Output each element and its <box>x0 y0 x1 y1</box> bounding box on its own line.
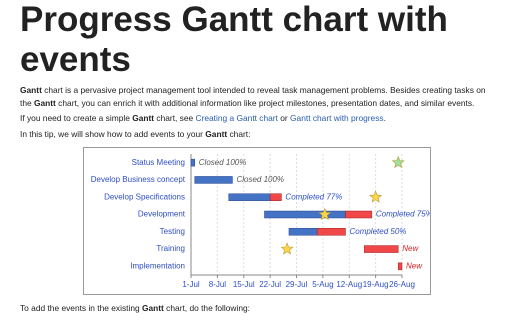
done-bar <box>194 176 233 184</box>
bar-label: New <box>402 244 419 253</box>
x-tick-label: 22-Jul <box>259 280 281 289</box>
text: chart: <box>227 129 251 139</box>
x-tick-label: 5-Aug <box>312 280 333 289</box>
category-label: Implementation <box>130 261 185 270</box>
event-star <box>318 207 332 221</box>
paragraph: In this tip, we will show how to add eve… <box>20 128 496 141</box>
text: To add the events in the existing <box>20 303 142 313</box>
paragraph: If you need to create a simple Gantt cha… <box>20 112 496 125</box>
event-star <box>369 190 383 203</box>
remaining-bar <box>364 245 399 253</box>
text: chart is a pervasive project management … <box>20 85 486 108</box>
category-label: Development <box>138 210 186 219</box>
category-label: Develop Business concept <box>91 175 186 184</box>
remaining-bar <box>316 228 346 236</box>
text: If you need to create a simple <box>20 113 133 123</box>
x-tick-label: 26-Aug <box>389 280 415 289</box>
bar-label: Closed 100% <box>199 158 247 167</box>
remaining-bar <box>397 262 403 271</box>
event-star <box>391 155 405 169</box>
x-tick-label: 29-Jul <box>286 280 308 289</box>
gantt-chart: 1-Jul 8-Jul 15-Jul 22-Jul 29-Jul 5-Aug 12-Aug 1… <box>83 147 431 295</box>
bold-text: Gantt <box>33 97 56 108</box>
bar-label: Completed 77% <box>285 192 342 201</box>
bar-label: Completed 50% <box>349 227 406 236</box>
x-tick-label: 15-Jul <box>233 280 255 289</box>
x-tick-label: 19-Aug <box>363 280 389 289</box>
bold-text: Gantt <box>20 85 42 95</box>
event-star <box>280 242 294 255</box>
remaining-bar <box>345 210 373 219</box>
link[interactable]: Creating a Gantt chart <box>195 113 278 123</box>
category-label: Training <box>156 244 185 253</box>
link[interactable]: Gantt chart with progress <box>290 113 384 123</box>
x-tick-label: 12-Aug <box>336 280 362 289</box>
x-tick-label: 1-Jul <box>182 280 200 289</box>
title: Progress Gantt chart with events <box>20 0 448 79</box>
category-label: Develop Specifications <box>104 192 185 201</box>
category-label: Status Meeting <box>132 158 185 167</box>
paragraph: To add the events in the existing Gantt … <box>20 302 496 315</box>
bar-label: New <box>406 261 423 270</box>
bar-label: Completed 75% <box>376 210 431 219</box>
bold-text: Gantt <box>132 113 155 123</box>
bold-text: Gantt <box>141 303 164 313</box>
bold-text: Gantt <box>205 129 228 139</box>
text: In this tip, we will show how to add eve… <box>20 129 206 139</box>
bar-label: Closed 100% <box>236 175 284 184</box>
text: chart, see <box>154 113 196 123</box>
done-bar <box>190 158 196 167</box>
text: chart, you can enrich it with additional… <box>55 97 475 108</box>
paragraph: Gantt chart is a pervasive project manag… <box>20 84 496 109</box>
done-bar <box>228 193 271 201</box>
remaining-bar <box>269 193 282 201</box>
text: or <box>277 113 291 123</box>
category-label: Testing <box>160 227 185 236</box>
x-tick-label: 8-Jul <box>209 280 227 289</box>
done-bar <box>288 228 318 236</box>
text: chart, do the following: <box>163 303 250 313</box>
done-bar <box>264 210 346 219</box>
text: . <box>383 113 386 123</box>
